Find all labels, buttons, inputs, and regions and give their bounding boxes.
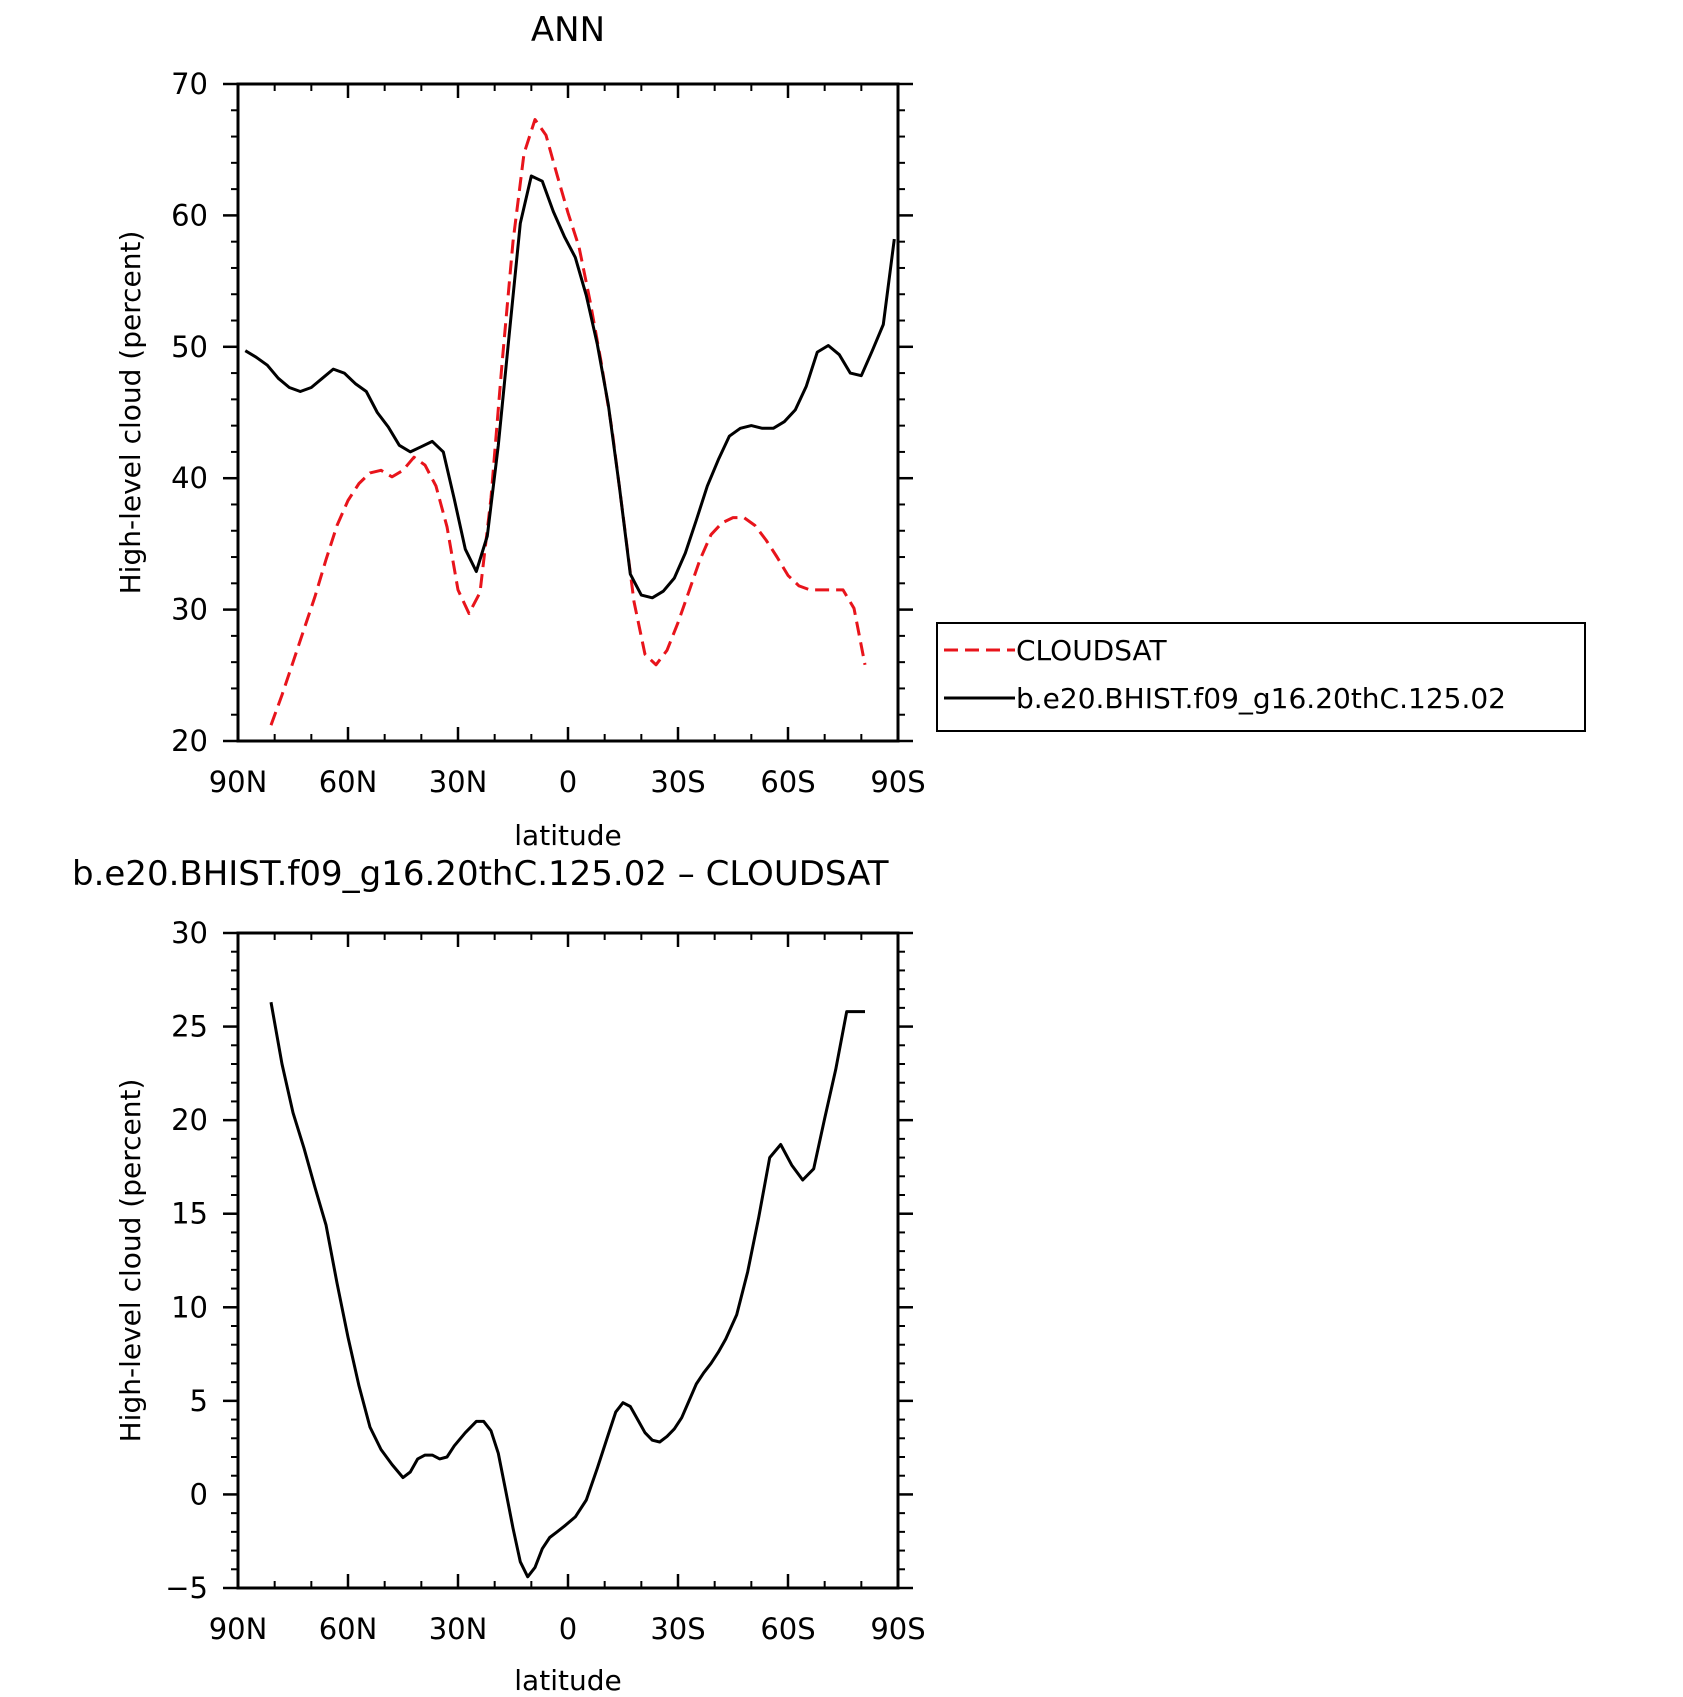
top-series-line-cloudsat [269,118,867,726]
bottom-x-tick-label: 60N [319,1612,378,1646]
top-y-tick-label: 70 [171,67,208,101]
top-x-tick-label: 90N [209,765,268,799]
bottom-x-tick-label: 30N [429,1612,488,1646]
bottom-y-axis-label: High-level cloud (percent) [114,1079,147,1443]
bottom-x-tick-label: 30S [650,1612,705,1646]
top-y-tick-label: 60 [171,198,208,232]
legend-label: CLOUDSAT [1016,634,1168,667]
top-x-axis-label: latitude [514,819,621,852]
bottom-y-tick-label: 5 [190,1384,208,1418]
bottom-x-tick-label: 60S [760,1612,815,1646]
legend: CLOUDSAT b.e20.BHIST.f09_g16.20thC.125.02 [936,622,1586,732]
bottom-x-axis-label: latitude [514,1664,621,1697]
top-y-tick-label: 30 [171,593,208,627]
top-plot-frame [236,82,900,743]
top-x-tick-label: 30S [650,765,705,799]
top-x-tick-label: 90S [870,765,925,799]
panel-bottom: 90N 60N 30N 0 30S 60S 90S −5 0 5 10 15 20 25 30 b.e20.B… [72,854,926,1697]
bottom-y-tick-label: −5 [165,1571,208,1605]
top-x-tick-label: 0 [559,765,577,799]
panel-top: 90N 60N 30N 0 30S 60S 90S 20 30 40 50 60 70 ANN latitu… [114,10,926,852]
top-y-tick-label: 50 [171,330,208,364]
top-x-tick-label: 30N [429,765,488,799]
legend-label: b.e20.BHIST.f09_g16.20thC.125.02 [1016,682,1506,715]
bottom-x-tick-label: 90S [870,1612,925,1646]
bottom-y-tick-label: 25 [171,1010,208,1044]
top-y-tick-label: 40 [171,461,208,495]
bottom-y-tick-label: 10 [171,1290,208,1324]
top-x-tick-label: 60S [760,765,815,799]
bottom-y-tick-label: 0 [190,1477,208,1511]
bottom-y-tick-label: 15 [171,1197,208,1231]
bottom-plot-frame [236,931,900,1590]
bottom-y-tick-label: 30 [171,916,208,950]
top-y-axis-label: High-level cloud (percent) [114,231,147,595]
bottom-y-tick-label: 20 [171,1103,208,1137]
top-y-tick-label: 20 [171,724,208,758]
bottom-x-tick-label: 90N [209,1612,268,1646]
bottom-x-tick-label: 0 [559,1612,577,1646]
legend-box [936,622,1586,732]
top-series-line-model [244,174,896,600]
top-chart-title: ANN [531,10,605,50]
bottom-chart-title: b.e20.BHIST.f09_g16.20thC.125.02 – CLOUD… [72,854,889,894]
top-x-tick-label: 60N [319,765,378,799]
bottom-series-line-model [269,1001,865,1579]
